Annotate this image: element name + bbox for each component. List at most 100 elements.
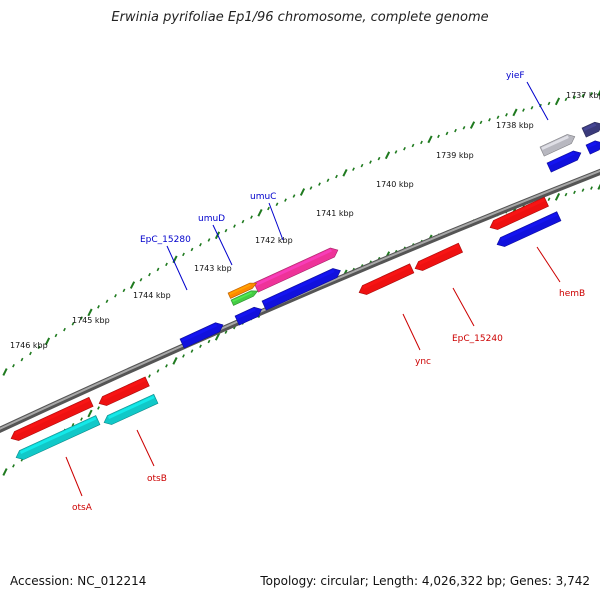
scale-label: 1743 kbp [194,264,232,273]
callout-line [536,246,561,283]
minor-tick [326,178,330,183]
scale-label: 1744 kbp [133,291,171,300]
scale-label: 1746 kbp [10,341,48,350]
minor-tick [12,363,15,368]
gene-arrow [546,150,582,173]
major-tick [299,188,306,196]
minor-tick [564,192,568,197]
minor-tick [148,272,151,277]
minor-tick [80,316,83,320]
gene-arrow [230,290,259,306]
minor-tick [114,294,117,298]
minor-tick [199,344,202,349]
major-tick [2,468,8,476]
minor-tick [394,150,398,154]
gene-arrow [234,306,263,326]
minor-tick [182,252,185,257]
callout-line [166,245,188,291]
gene-label: otsA [72,503,93,513]
minor-tick [156,369,160,373]
minor-tick [20,357,24,362]
minor-tick [97,406,100,410]
minor-tick [190,247,194,252]
scale-label: 1745 kbp [72,316,110,325]
minor-tick [352,167,355,171]
major-tick [512,108,518,117]
minor-tick [318,182,321,186]
callout-line [136,429,155,467]
minor-tick [80,417,83,421]
gene-arrow [10,396,94,441]
minor-tick [547,101,551,106]
minor-tick [224,330,228,334]
minor-tick [377,156,381,161]
minor-tick [54,333,58,338]
gene-arrow [15,415,101,460]
major-tick [597,183,600,190]
gene-label: EpC_15240 [452,334,503,344]
callout-line [212,224,233,266]
minor-tick [309,186,313,190]
callout-line [65,456,83,497]
minor-tick [590,91,593,96]
gene-arrow [489,196,549,230]
minor-tick [37,345,41,350]
minor-tick [267,206,270,211]
gene-label: ync [415,357,431,367]
major-tick [2,368,8,376]
minor-tick [590,186,593,190]
major-tick [87,409,93,418]
gene-label: yieF [506,71,525,81]
major-tick [129,281,136,289]
gene-label: otsB [147,474,167,484]
minor-tick [241,219,245,224]
minor-tick [411,143,415,148]
minor-tick [454,128,457,133]
minor-tick [148,374,151,378]
minor-tick [105,299,109,304]
gene-features [10,121,600,460]
gene-arrow [358,263,415,295]
minor-tick [403,146,406,151]
genome-summary: Topology: circular; Length: 4,026,322 bp… [260,574,590,588]
major-tick [172,357,178,365]
minor-tick [437,134,440,139]
minor-tick [530,106,534,110]
major-tick [554,97,561,106]
outer-tick-track [2,89,600,376]
accession-label: Accession: NC_012214 [10,574,147,588]
scale-label: 1742 kbp [255,236,293,245]
minor-tick [165,262,168,267]
minor-tick [233,224,236,228]
minor-tick [369,160,372,164]
callout-line [268,202,284,241]
major-tick [427,135,433,144]
gene-arrow [179,322,224,349]
minor-tick [505,113,508,117]
scale-label: 1741 kbp [316,209,354,218]
gene-arrow [539,134,576,157]
gene-arrow [103,393,159,425]
gene-label: umuC [250,192,276,202]
minor-tick [207,339,211,344]
minor-tick [573,190,576,195]
minor-tick [335,174,338,179]
minor-tick [479,120,483,125]
kbp-scale-labels: 1737 kbp 1738 kbp 1739 kbp 1740 kbp 1741 kbp… [10,91,600,350]
minor-tick [122,288,126,293]
minor-tick [71,322,75,326]
major-tick [257,208,263,217]
major-tick [469,121,476,129]
minor-tick [462,126,466,130]
gene-label: hemB [559,289,585,299]
minor-tick [360,163,364,168]
major-tick [554,193,561,201]
minor-tick [156,267,160,272]
gene-arrow [414,242,464,271]
minor-tick [420,140,423,145]
minor-tick [445,131,449,136]
major-tick [214,332,221,341]
major-tick [342,168,348,177]
scale-label: 1737 kbp [566,91,600,100]
minor-tick [564,97,568,102]
